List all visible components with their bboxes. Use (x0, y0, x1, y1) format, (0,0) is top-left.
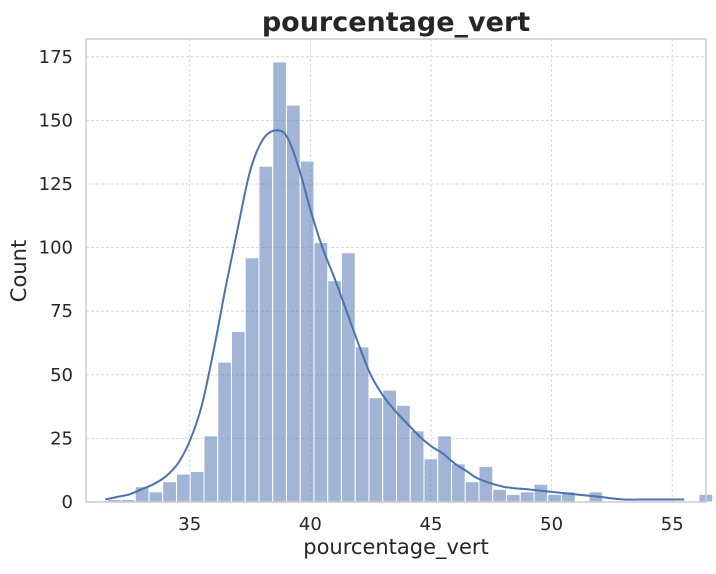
y-tick-label: 125 (39, 174, 73, 195)
x-tick-label: 50 (540, 514, 563, 535)
chart-title: pourcentage_vert (262, 7, 530, 38)
histogram-bar (258, 165, 274, 503)
x-tick-label: 55 (661, 514, 684, 535)
histogram-bar (230, 331, 246, 503)
x-tick-label: 35 (178, 514, 201, 535)
histogram-bar (313, 242, 329, 503)
histogram-bar (189, 470, 205, 503)
x-tick-label: 45 (420, 514, 443, 535)
y-tick-labels: 0 25 50 75 100 125 150 175 (39, 47, 73, 513)
y-tick-label: 100 (39, 238, 73, 259)
histogram-bar (547, 493, 562, 503)
y-tick-label: 175 (39, 47, 73, 68)
y-tick-label: 50 (50, 365, 73, 386)
histogram-bar (382, 389, 397, 503)
histogram-bar (409, 430, 425, 503)
histogram-bar (354, 346, 370, 503)
y-tick-label: 75 (50, 301, 73, 322)
histogram-bar (368, 397, 384, 503)
histogram-bar (272, 61, 287, 503)
kde-curve-layer (105, 129, 685, 501)
histogram-bar (203, 435, 219, 503)
histogram-bar (162, 481, 177, 503)
histogram-bar (464, 481, 480, 503)
plot-frame (85, 38, 707, 503)
histogram-bar (519, 491, 535, 503)
histogram-bar (340, 252, 356, 503)
histogram-bar (217, 361, 232, 503)
y-tick-label: 0 (62, 492, 73, 513)
histogram-bar (148, 491, 164, 503)
histogram-bar (492, 488, 507, 503)
histogram-bar (437, 435, 452, 503)
x-tick-label: 40 (299, 514, 322, 535)
histogram-bar (244, 257, 260, 503)
histogram-bar (423, 458, 439, 503)
x-axis-label: pourcentage_vert (303, 535, 489, 560)
histogram-bar (533, 483, 549, 503)
histogram-bars (107, 61, 714, 503)
y-tick-label: 150 (39, 110, 73, 131)
histogram-bar (505, 493, 521, 503)
y-axis-label: Count (7, 240, 31, 302)
y-tick-label: 25 (50, 428, 73, 449)
histogram-bar (327, 280, 342, 503)
kde-curve (105, 129, 685, 501)
histogram-bar (175, 473, 191, 503)
x-tick-labels: 35 40 45 50 55 (178, 514, 683, 535)
